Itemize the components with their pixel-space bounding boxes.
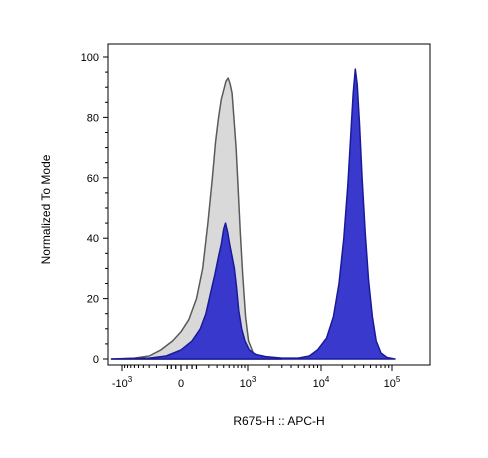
x-axis: -103 0 103 104 105 [112, 365, 401, 390]
x-tick-label: 104 [313, 375, 330, 390]
y-tick-label: 100 [81, 52, 99, 64]
y-tick-label: 60 [87, 173, 99, 185]
y-tick-label: 0 [93, 354, 99, 366]
x-tick-label: -103 [112, 375, 133, 390]
series-area-1 [110, 77, 283, 360]
plot-area [110, 68, 396, 360]
x-tick-label: 105 [384, 375, 401, 390]
series-area-2 [110, 68, 396, 360]
x-axis-title: R675-H :: APC-H [233, 414, 324, 428]
y-tick-label: 80 [87, 112, 99, 124]
y-axis-title: Normalized To Mode [39, 154, 53, 264]
y-tick-label: 20 [87, 294, 99, 306]
plot-frame [107, 43, 431, 366]
x-tick-label: 0 [178, 378, 184, 390]
y-tick-label: 40 [87, 233, 99, 245]
x-tick-label: 103 [240, 375, 257, 390]
y-axis: 0 20 40 60 80 100 [81, 52, 108, 366]
